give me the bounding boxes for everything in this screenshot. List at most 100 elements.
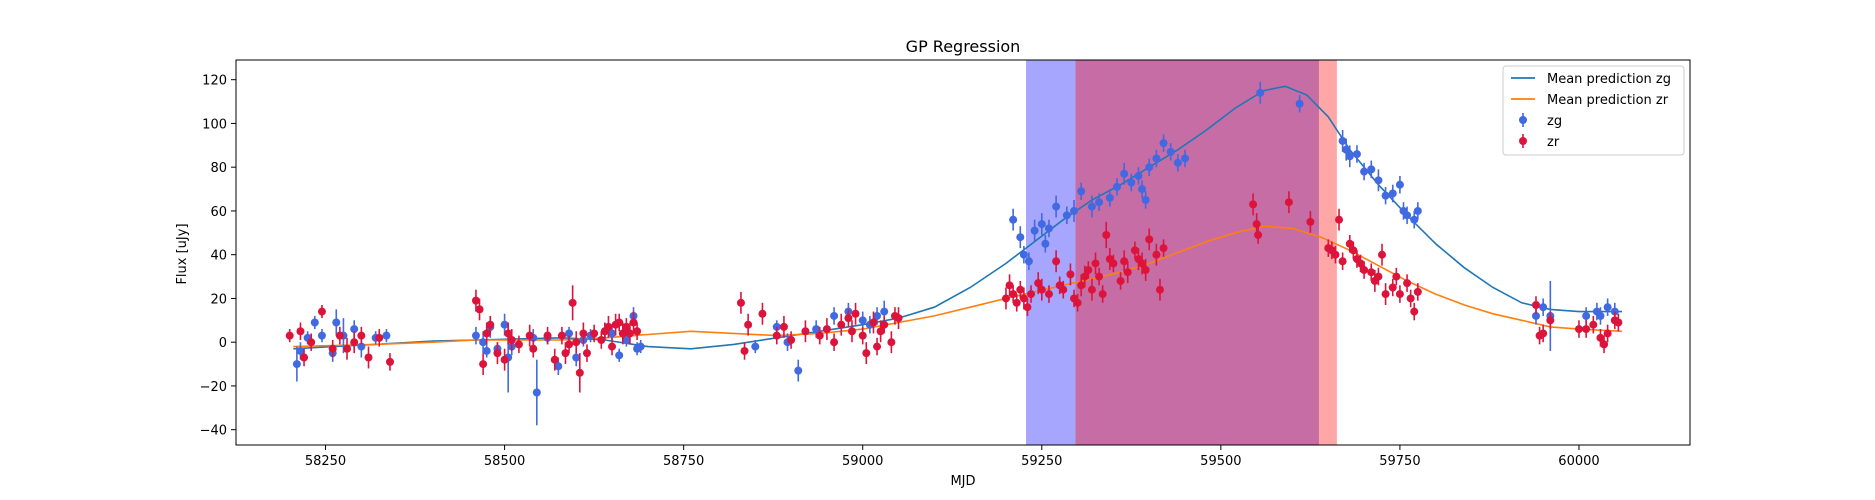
data-point: [1345, 152, 1354, 161]
data-point: [292, 360, 301, 369]
data-point: [543, 331, 552, 340]
data-point: [1254, 231, 1263, 239]
data-point: [1374, 272, 1383, 281]
data-point: [1173, 158, 1182, 167]
data-point: [1084, 266, 1093, 274]
data-point: [1532, 301, 1541, 309]
data-point: [822, 325, 831, 334]
data-point: [1145, 235, 1154, 244]
data-point: [812, 325, 821, 334]
data-point: [880, 307, 889, 316]
data-point: [1574, 325, 1583, 334]
data-point: [1352, 150, 1361, 159]
data-point: [744, 320, 753, 329]
data-point: [794, 366, 803, 375]
data-point: [1306, 217, 1315, 226]
data-point: [357, 342, 366, 351]
data-point: [1130, 246, 1139, 255]
data-point: [1091, 259, 1100, 268]
data-point: [615, 351, 624, 360]
data-point: [1603, 303, 1612, 312]
data-point: [565, 329, 574, 338]
x-tick-label: 60000: [1558, 454, 1599, 469]
data-point: [1001, 294, 1010, 303]
data-point: [751, 342, 760, 351]
data-point: [1374, 176, 1383, 185]
data-point: [561, 349, 570, 358]
data-point: [1256, 88, 1265, 97]
data-point: [300, 353, 309, 362]
data-point: [1539, 303, 1548, 312]
data-point: [597, 336, 606, 344]
data-point: [579, 329, 588, 338]
data-point: [1077, 187, 1086, 196]
data-point: [622, 322, 631, 331]
axes-frame: [235, 59, 1691, 446]
data-point: [1367, 268, 1376, 277]
x-tick-label: 59750: [1379, 454, 1420, 469]
data-point: [1098, 290, 1107, 299]
shaded-region-0: [1026, 60, 1076, 445]
data-point: [1009, 290, 1018, 299]
data-point: [317, 307, 326, 316]
data-point: [500, 355, 509, 364]
data-point: [615, 318, 624, 327]
data-point: [844, 314, 853, 323]
data-point: [350, 325, 359, 334]
y-tick-label: 40: [210, 249, 227, 264]
y-tick-label: 80: [210, 161, 227, 176]
data-point: [1080, 272, 1089, 281]
data-point: [1342, 145, 1351, 154]
data-point: [532, 388, 541, 397]
data-point: [471, 331, 480, 340]
data-point: [486, 320, 495, 329]
data-point: [332, 318, 341, 327]
chart-title: GP Regression: [906, 37, 1021, 56]
data-point: [1087, 202, 1096, 211]
data-point: [847, 327, 856, 336]
data-point: [1335, 215, 1344, 224]
data-point: [1603, 329, 1612, 338]
x-tick-label: 59000: [842, 454, 883, 469]
data-point: [1077, 281, 1086, 290]
y-tick-label: 100: [202, 117, 227, 132]
legend-label-0: Mean prediction zg: [1547, 72, 1671, 87]
data-point: [1141, 266, 1150, 274]
y-tick-label: 20: [210, 292, 227, 307]
data-point: [375, 333, 384, 342]
data-point: [575, 368, 584, 377]
data-point: [830, 311, 839, 320]
data-point: [608, 329, 617, 338]
legend: Mean prediction zg Mean prediction zr zg zr: [1502, 65, 1685, 156]
data-point: [876, 327, 885, 336]
data-point: [1356, 259, 1365, 268]
data-point: [858, 331, 867, 340]
x-axis-label: MJD: [950, 474, 975, 489]
data-point: [1037, 220, 1046, 229]
y-tick-label: 0: [219, 336, 227, 351]
data-point: [1295, 99, 1304, 108]
data-point: [1023, 303, 1032, 312]
data-point: [1145, 163, 1154, 172]
data-point: [894, 314, 903, 323]
data-point: [1120, 257, 1129, 266]
data-point: [858, 316, 867, 325]
data-point: [1138, 185, 1147, 194]
data-point: [1066, 270, 1075, 279]
data-point: [1589, 320, 1598, 329]
data-point: [880, 320, 889, 329]
data-point: [479, 360, 488, 369]
legend-box: [1502, 65, 1685, 156]
data-point: [572, 353, 581, 362]
data-point: [554, 362, 563, 371]
data-point: [1112, 182, 1121, 191]
data-point: [1367, 165, 1376, 174]
data-point: [1016, 285, 1025, 294]
data-point: [1155, 285, 1164, 294]
data-point: [1345, 239, 1354, 248]
data-point: [1070, 206, 1079, 215]
data-point: [801, 327, 810, 336]
data-point: [1166, 147, 1175, 156]
data-point: [851, 309, 860, 318]
data-point: [1012, 298, 1021, 307]
